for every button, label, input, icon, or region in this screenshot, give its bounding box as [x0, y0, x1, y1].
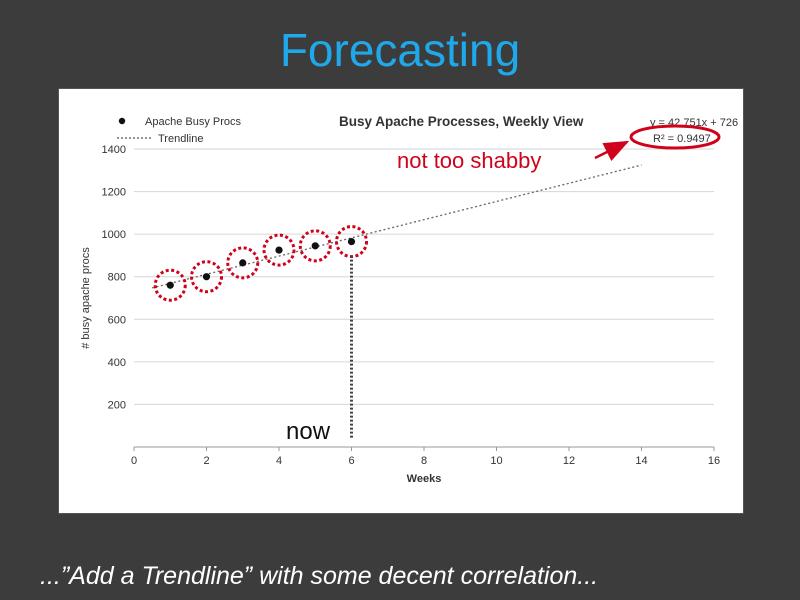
- y-tick-label-600: 600: [108, 314, 126, 326]
- x-tick-label-8: 8: [421, 455, 427, 467]
- x-tick-label-0: 0: [131, 455, 137, 467]
- x-tick-label-10: 10: [490, 455, 502, 467]
- data-point: [275, 246, 283, 254]
- y-tick-label-1400: 1400: [102, 144, 126, 156]
- data-point: [202, 273, 211, 281]
- now-label-bg: [283, 414, 343, 446]
- chart-frame: 200 400 600 800 1000 1200 1400 0 2 4 6 8 10 12 14 16 Wee…: [58, 88, 744, 514]
- y-tick-label-400: 400: [108, 357, 126, 369]
- y-tick-label-1200: 1200: [102, 187, 126, 199]
- data-point: [347, 237, 356, 246]
- callout-text: not too shabby: [397, 148, 541, 173]
- trend-r-squared: R² = 0.9497: [653, 133, 711, 145]
- x-tick-label-4: 4: [276, 455, 282, 467]
- y-tick-label-1000: 1000: [102, 229, 126, 241]
- data-point: [311, 242, 319, 250]
- x-tick-label-16: 16: [708, 455, 720, 467]
- data-point: [239, 259, 247, 267]
- x-axis-label: Weeks: [407, 473, 442, 485]
- point-highlight-circle: [190, 260, 223, 294]
- legend-dot-marker: [118, 117, 126, 125]
- x-tick-label-6: 6: [348, 455, 354, 467]
- x-tick-label-14: 14: [635, 455, 647, 467]
- y-axis-label: # busy apache procs: [80, 247, 92, 349]
- legend-label-busy-procs: Apache Busy Procs: [145, 116, 241, 128]
- data-point: [166, 281, 174, 289]
- slide-title: Forecasting: [279, 24, 521, 76]
- slide-caption: ...”Add a Trendline” with some decent co…: [40, 562, 599, 590]
- r-squared-highlight: [629, 124, 721, 150]
- legend-label-trendline: Trendline: [158, 133, 203, 145]
- x-tick-label-12: 12: [563, 455, 575, 467]
- now-label: now: [286, 418, 331, 445]
- trendline: [151, 164, 642, 289]
- trendline-chart: 200 400 600 800 1000 1200 1400 0 2 4 6 8 10 12 14 16 Wee…: [80, 114, 738, 485]
- x-tick-label-2: 2: [203, 455, 209, 467]
- point-highlight-circle: [298, 229, 332, 263]
- y-tick-label-800: 800: [108, 272, 126, 284]
- y-tick-label-200: 200: [108, 399, 126, 411]
- callout-arrow: [594, 140, 630, 162]
- point-highlight-circle: [153, 268, 187, 302]
- point-highlight-circle: [262, 233, 296, 267]
- chart-title: Busy Apache Processes, Weekly View: [339, 114, 584, 129]
- point-highlight-circle: [226, 246, 260, 280]
